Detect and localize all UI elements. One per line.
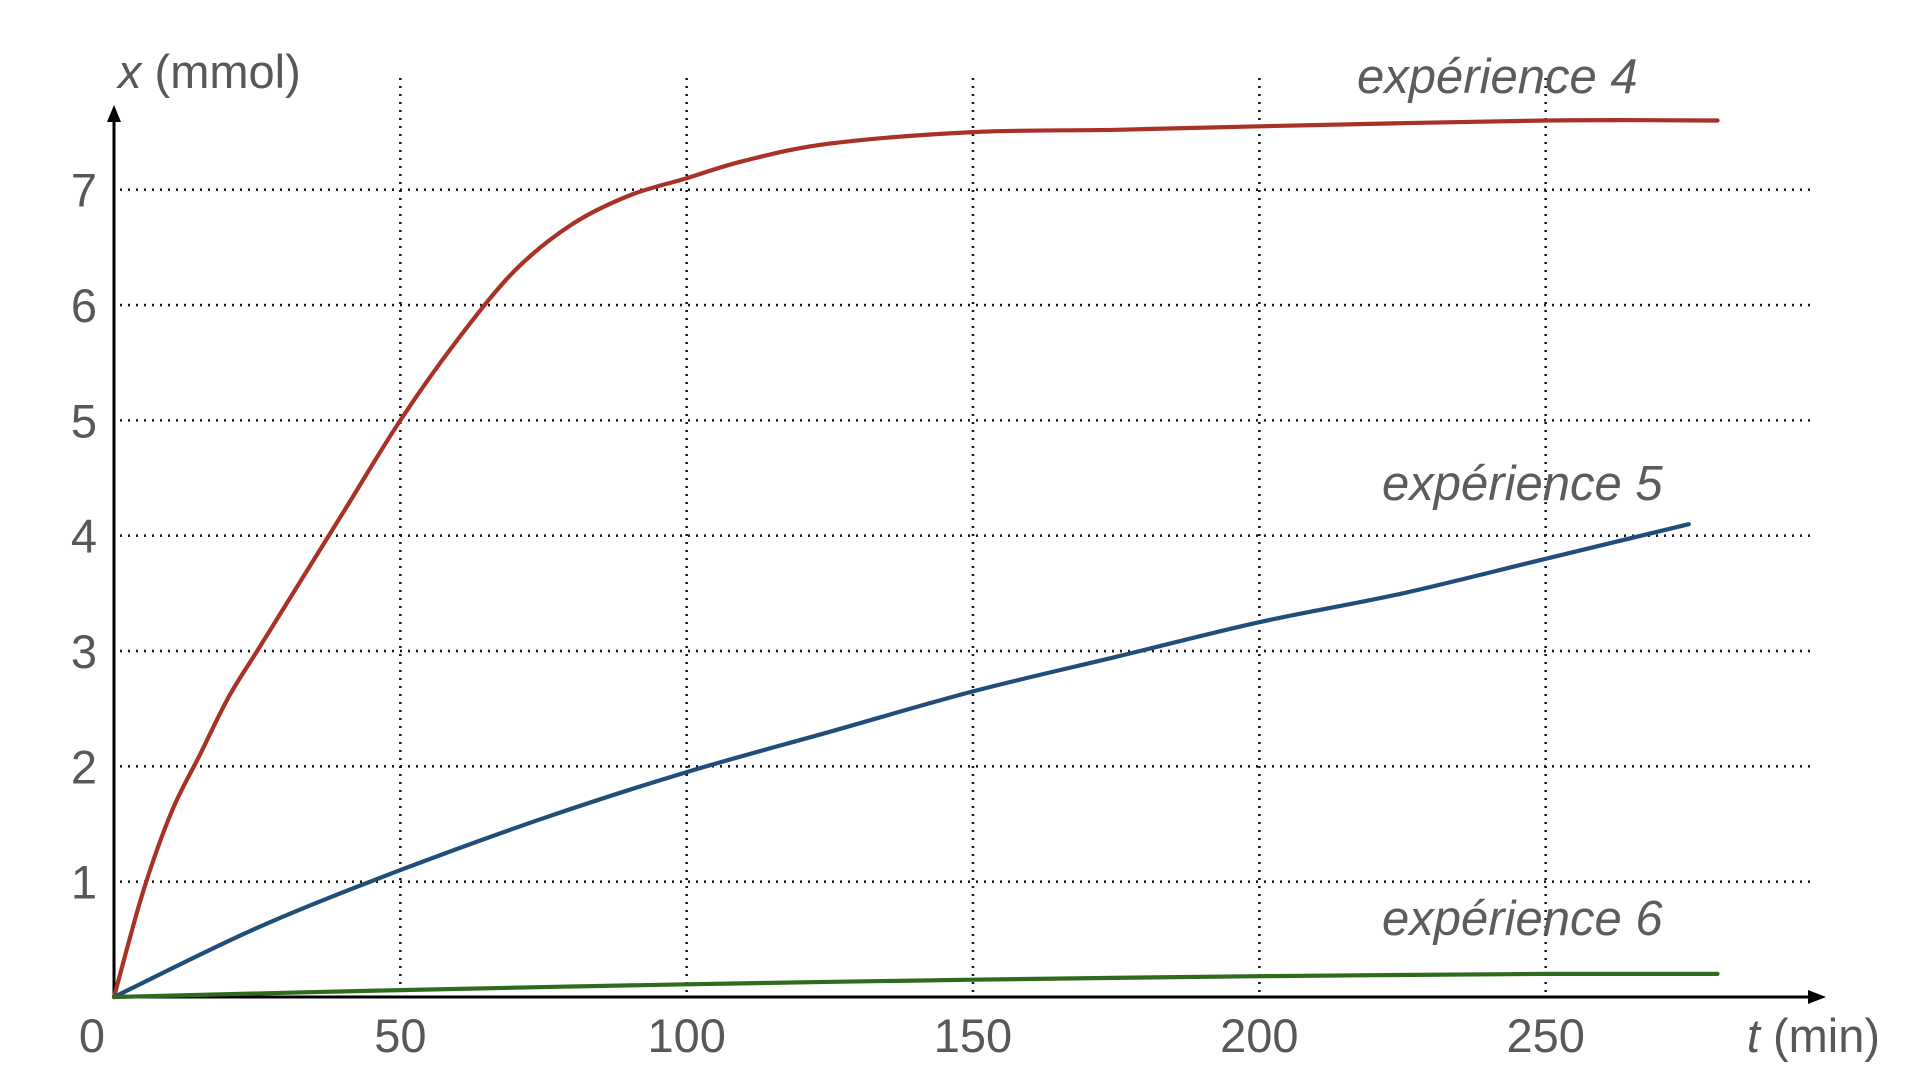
series-line-5 (111, 522, 1691, 1000)
series-lines (111, 118, 1720, 1000)
y-tick-label-3: 3 (71, 625, 97, 678)
x-tick-label-250: 250 (1506, 1009, 1584, 1062)
series-line-6 (111, 971, 1720, 1000)
x-axis-title-var: t (1747, 1009, 1762, 1062)
x-axis-title-unit: (min) (1760, 1009, 1880, 1062)
axes (107, 105, 1826, 1004)
series-line-4 (111, 118, 1720, 1000)
y-tick-label-2: 2 (71, 740, 97, 793)
y-axis-title-unit: (mmol) (142, 45, 301, 98)
y-tick-label-7: 7 (71, 164, 97, 217)
x-axis-arrow (1808, 990, 1826, 1004)
origin-label: 0 (79, 1009, 105, 1062)
grid-lines (120, 78, 1810, 997)
y-axis-title: x (mmol) (116, 45, 301, 98)
x-tick-label-50: 50 (374, 1009, 426, 1062)
x-axis-title: t (min) (1747, 1009, 1880, 1062)
series-label-experience-5: expérience 5 (1382, 457, 1663, 511)
y-axis-arrow (107, 105, 121, 122)
series-label-experience-4: expérience 4 (1357, 50, 1638, 104)
series-label-experience-6: expérience 6 (1382, 892, 1663, 946)
y-tick-label-1: 1 (71, 856, 97, 909)
x-tick-label-150: 150 (934, 1009, 1012, 1062)
x-tick-label-200: 200 (1220, 1009, 1298, 1062)
y-tick-label-4: 4 (71, 510, 97, 563)
tick-labels: 50 100 150 200 250 1 2 3 4 5 6 7 (71, 164, 1585, 1062)
y-axis-title-var: x (116, 45, 143, 98)
y-tick-label-5: 5 (71, 394, 97, 447)
y-tick-label-6: 6 (71, 279, 97, 332)
x-tick-label-100: 100 (647, 1009, 725, 1062)
